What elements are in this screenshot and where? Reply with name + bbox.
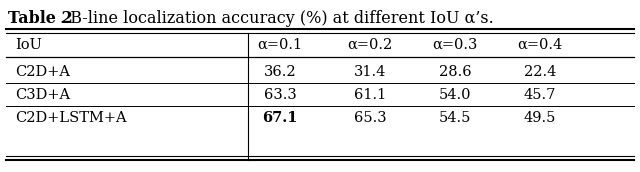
Text: 54.5: 54.5 [439,111,471,125]
Text: 61.1: 61.1 [354,88,386,102]
Text: IoU: IoU [15,38,42,52]
Text: 31.4: 31.4 [354,65,386,79]
Text: C2D+LSTM+A: C2D+LSTM+A [15,111,127,125]
Text: C3D+A: C3D+A [15,88,70,102]
Text: α=0.1: α=0.1 [257,38,303,52]
Text: 45.7: 45.7 [524,88,556,102]
Text: 49.5: 49.5 [524,111,556,125]
Text: 36.2: 36.2 [264,65,296,79]
Text: α=0.4: α=0.4 [517,38,563,52]
Text: 22.4: 22.4 [524,65,556,79]
Text: 28.6: 28.6 [438,65,471,79]
Text: C2D+A: C2D+A [15,65,70,79]
Text: α=0.2: α=0.2 [348,38,392,52]
Text: Table 2: Table 2 [8,10,73,27]
Text: α=0.3: α=0.3 [432,38,477,52]
Text: 63.3: 63.3 [264,88,296,102]
Text: 67.1: 67.1 [262,111,298,125]
Text: 54.0: 54.0 [439,88,471,102]
Text: 65.3: 65.3 [354,111,387,125]
Text: . B-line localization accuracy (%) at different IoU α’s.: . B-line localization accuracy (%) at di… [60,10,493,27]
